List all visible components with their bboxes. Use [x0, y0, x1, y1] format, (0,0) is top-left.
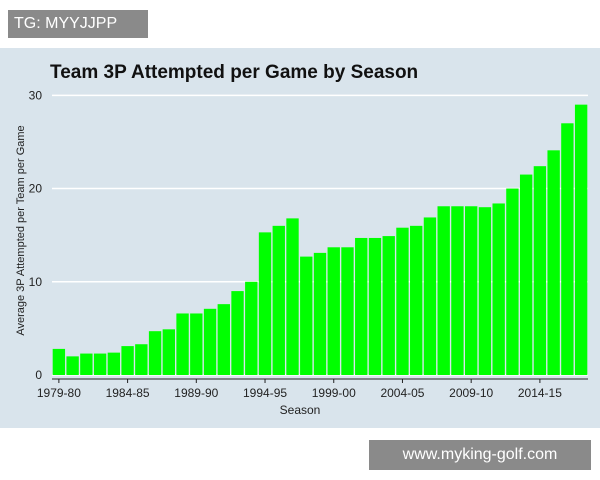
bar — [258, 232, 272, 375]
x-axis-label: Season — [280, 403, 321, 417]
bar — [478, 207, 492, 375]
x-tick-label: 1994-95 — [243, 386, 287, 400]
bar — [355, 237, 368, 375]
bar — [121, 346, 134, 375]
tag-badge: TG: MYYJJPP — [8, 10, 148, 38]
bar — [533, 166, 547, 375]
y-axis-label: Average 3P Attempted per Team per Game — [15, 125, 27, 335]
x-tick-label: 2014-15 — [518, 386, 562, 400]
bar — [135, 344, 148, 375]
bar — [93, 353, 107, 375]
bar — [66, 356, 79, 375]
bar — [368, 237, 382, 375]
x-tick-label: 1989-90 — [174, 386, 218, 400]
bar — [300, 256, 313, 375]
bar — [327, 247, 340, 375]
bar — [451, 206, 464, 375]
bar — [245, 281, 258, 375]
x-tick-label: 1999-00 — [312, 386, 356, 400]
bar — [217, 304, 230, 375]
y-tick-label: 30 — [29, 88, 43, 102]
x-tick-label: 1979-80 — [37, 386, 81, 400]
bar — [107, 352, 121, 375]
y-tick-label: 10 — [29, 275, 43, 289]
bar — [80, 353, 93, 375]
watermark: www.myking-golf.com — [369, 440, 591, 470]
bar — [547, 150, 560, 375]
bar — [231, 291, 244, 375]
bar — [574, 104, 588, 375]
x-tick-label: 2009-10 — [449, 386, 493, 400]
bar — [506, 188, 519, 375]
bar — [519, 174, 533, 375]
x-tick-label: 1984-85 — [106, 386, 150, 400]
bar — [561, 123, 574, 376]
chart-title: Team 3P Attempted per Game by Season — [50, 62, 419, 83]
bar — [423, 217, 437, 375]
bar — [464, 206, 478, 375]
x-tick-label: 2004-05 — [380, 386, 424, 400]
bar — [148, 331, 162, 375]
bar — [162, 329, 176, 375]
bar — [52, 348, 66, 375]
bar — [410, 225, 423, 375]
bar — [437, 206, 450, 375]
bar — [190, 313, 203, 375]
bar — [286, 218, 299, 375]
bar — [176, 313, 189, 375]
bar — [492, 203, 505, 375]
bar — [203, 308, 217, 375]
bar — [382, 236, 395, 375]
bar — [396, 227, 409, 375]
y-tick-label: 20 — [29, 182, 43, 196]
bar — [341, 247, 354, 375]
bar — [272, 225, 285, 375]
bar — [313, 252, 327, 375]
y-tick-label: 0 — [35, 368, 42, 382]
